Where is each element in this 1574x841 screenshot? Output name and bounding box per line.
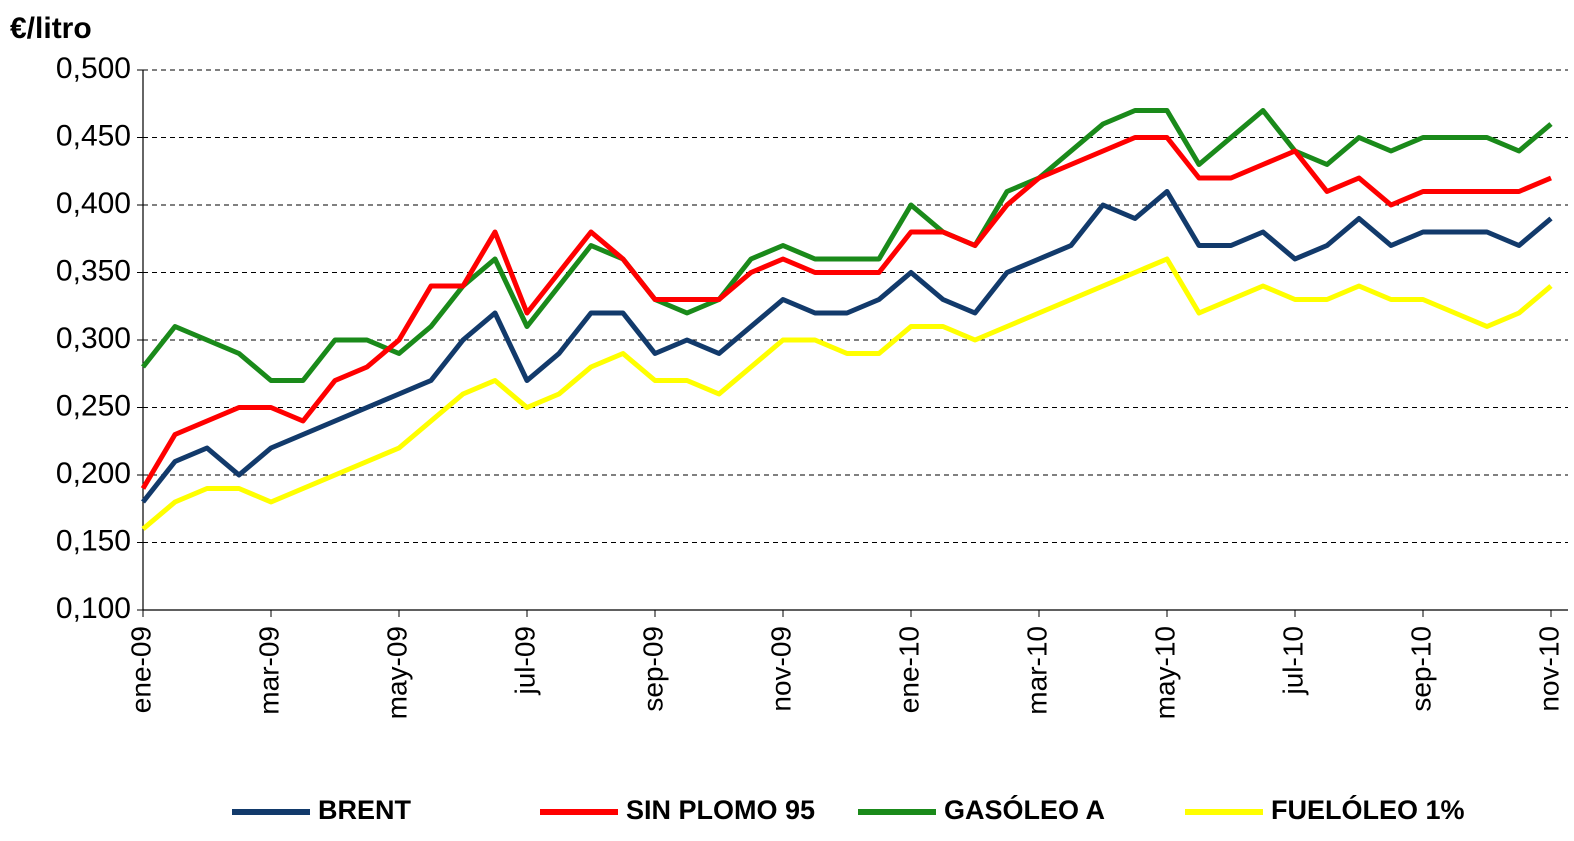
y-tick-label: 0,500 <box>56 52 131 85</box>
y-tick-label: 0,100 <box>56 592 131 625</box>
y-tick-label: 0,300 <box>56 322 131 355</box>
series-line <box>141 256 1553 531</box>
series-line <box>140 135 1552 490</box>
x-tick-label: sep-10 <box>1405 626 1436 712</box>
y-axis-label: €/litro <box>10 12 92 45</box>
x-tick-label: ene-09 <box>125 626 156 713</box>
x-tick-label: nov-09 <box>765 626 796 712</box>
x-tick-label: may-10 <box>1149 626 1180 719</box>
x-tick-label: may-09 <box>381 626 412 719</box>
x-tick-label: jul-10 <box>1277 626 1308 695</box>
y-tick-label: 0,450 <box>56 119 131 152</box>
series-line <box>141 189 1553 504</box>
x-tick-label: mar-09 <box>253 626 284 715</box>
y-tick-label: 0,250 <box>56 389 131 422</box>
x-tick-label: sep-09 <box>637 626 668 712</box>
x-tick-label: nov-10 <box>1533 626 1564 712</box>
x-tick-label: ene-10 <box>893 626 924 713</box>
y-tick-label: 0,150 <box>56 524 131 557</box>
legend-label: FUELÓLEO 1% <box>1271 794 1465 825</box>
series-line <box>141 108 1553 383</box>
legend-label: GASÓLEO A <box>944 794 1105 825</box>
legend-label: SIN PLOMO 95 <box>626 795 815 825</box>
legend-label: BRENT <box>318 795 412 825</box>
y-tick-label: 0,350 <box>56 254 131 287</box>
y-tick-label: 0,200 <box>56 457 131 490</box>
x-tick-label: mar-10 <box>1021 626 1052 715</box>
x-tick-label: jul-09 <box>509 626 540 695</box>
y-tick-label: 0,400 <box>56 187 131 220</box>
